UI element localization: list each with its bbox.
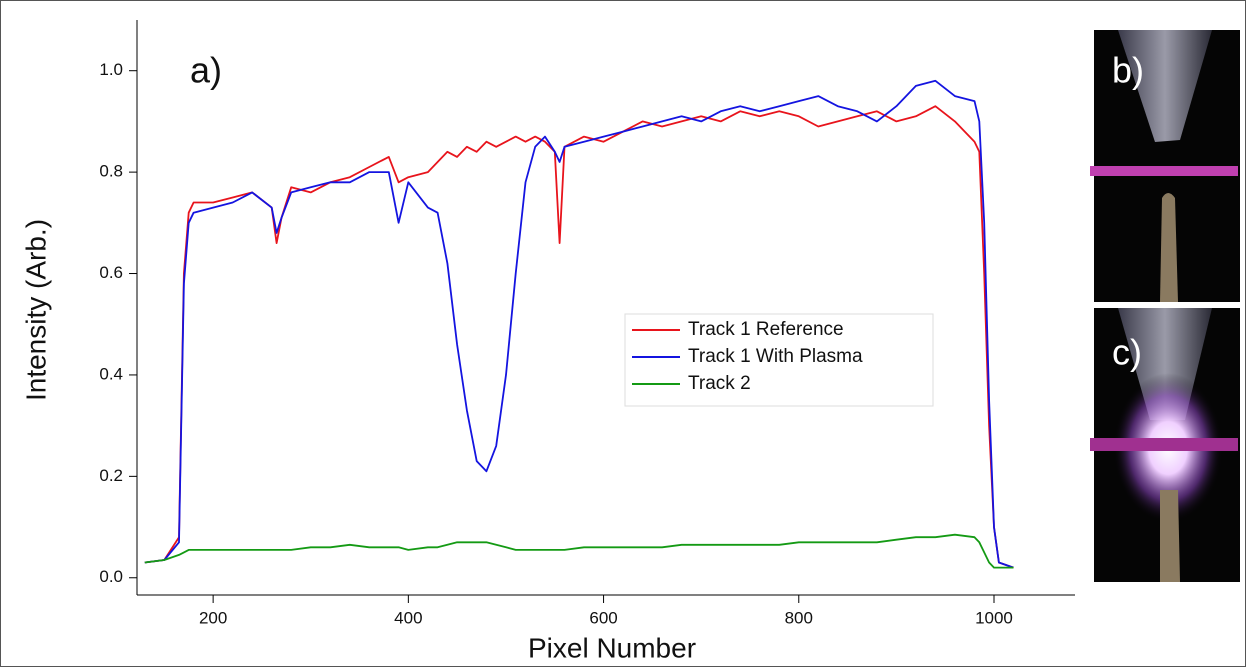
x-axis-title: Pixel Number — [528, 632, 696, 663]
legend-label: Track 2 — [688, 373, 751, 394]
x-tick-label: 200 — [199, 608, 227, 627]
plot: 0.0 0.2 0.4 0.6 0.8 1.0 200 400 600 800 1000 Track … — [99, 20, 1075, 627]
y-tick-label: 0.4 — [99, 364, 123, 383]
y-tick-label: 1.0 — [99, 60, 123, 79]
legend-label: Track 1 With Plasma — [688, 346, 863, 367]
legend: Track 1 Reference Track 1 With Plasma Trac… — [624, 313, 934, 407]
y-axis-title: Intensity (Arb.) — [20, 219, 51, 401]
x-tick-label: 1000 — [975, 608, 1013, 627]
series-line — [144, 105, 1014, 569]
photo-c — [1090, 308, 1240, 582]
photo-b — [1090, 30, 1240, 302]
annotation: c) — [1112, 332, 1142, 373]
annotation: b) — [1112, 50, 1144, 91]
x-tick-label: 600 — [589, 608, 617, 627]
y-tick-label: 0.2 — [99, 466, 123, 485]
x-tick-label: 400 — [394, 608, 422, 627]
legend-label: Track 1 Reference — [688, 319, 844, 340]
series-line — [144, 533, 1014, 569]
series-line — [144, 79, 1014, 569]
y-tick-label: 0.0 — [99, 567, 123, 586]
x-tick-label: 800 — [785, 608, 813, 627]
y-tick-label: 0.6 — [99, 263, 123, 282]
annotation: a) — [190, 50, 222, 91]
y-tick-label: 0.8 — [99, 162, 123, 181]
